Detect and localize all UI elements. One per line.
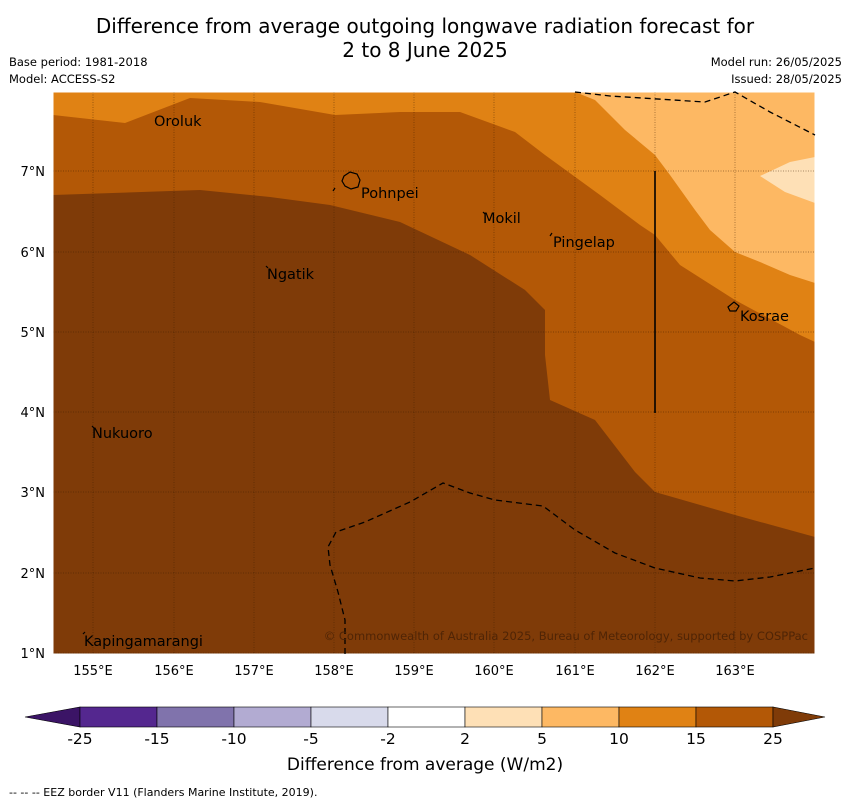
place-pingelap: Pingelap: [553, 235, 615, 251]
place-kosrae: Kosrae: [740, 309, 789, 325]
band-10-15: [53, 92, 815, 342]
title-line-2: 2 to 8 June 2025: [342, 38, 508, 62]
colorbar-swatch: [310, 706, 389, 728]
kosrae-island-outline: [727, 301, 740, 312]
nukuoro-islet: [91, 425, 95, 429]
colorbar-swatch: [156, 706, 235, 728]
model-run: Model run: 26/05/2025: [710, 55, 842, 69]
place-mokil: Mokil: [483, 211, 521, 227]
colorbar-tick-label: -2: [380, 730, 396, 748]
longitude-axis: 155°E 156°E 157°E 158°E 159°E 160°E 161°E 162°E…: [73, 664, 755, 679]
eez-borders: [327, 91, 816, 654]
kapingamarangi-islet: [82, 631, 86, 635]
place-nukuoro: Nukuoro: [92, 426, 153, 442]
eez-footnote: -- -- -- EEZ border V11 (Flanders Marine…: [9, 786, 318, 799]
colorbar-tick-label: -15: [144, 730, 170, 748]
lat-label: 6°N: [21, 246, 46, 261]
title-line-1: Difference from average outgoing longwav…: [95, 14, 755, 38]
eez-border-north: [574, 91, 816, 136]
meta-left: Base period: 1981-2018 Model: ACCESS-S2: [9, 54, 148, 88]
colorbar-swatch: [79, 706, 158, 728]
lat-label: 3°N: [21, 486, 46, 501]
place-ngatik: Ngatik: [267, 267, 315, 283]
model-name: Model: ACCESS-S2: [9, 72, 116, 86]
base-period: Base period: 1981-2018: [9, 55, 148, 69]
meta-right: Model run: 26/05/2025 Issued: 28/05/2025: [711, 54, 842, 88]
colorbar: [24, 706, 826, 728]
latitude-axis: 7°N 6°N 5°N 4°N 3°N 2°N 1°N: [21, 165, 46, 662]
map-title: Difference from average outgoing longwav…: [0, 14, 850, 62]
lon-label: 161°E: [555, 664, 595, 679]
colorbar-swatch: [464, 706, 543, 728]
colorbar-tick-label: 15: [686, 730, 706, 748]
lon-label: 160°E: [474, 664, 514, 679]
colorbar-tick-label: 2: [460, 730, 470, 748]
colorbar-swatch: [387, 706, 466, 728]
colorbar-tick-label: 25: [763, 730, 783, 748]
colorbar-title: Difference from average (W/m2): [286, 755, 564, 775]
band-2-5: [760, 157, 815, 203]
lat-label: 4°N: [21, 406, 46, 421]
lon-label: 162°E: [635, 664, 675, 679]
colorbar-swatch: [233, 706, 312, 728]
colorbar-extend-low: [24, 706, 81, 728]
small-islet: [332, 187, 336, 192]
place-kapingamarangi: Kapingamarangi: [84, 634, 203, 650]
place-oroluk: Oroluk: [154, 114, 202, 130]
issued-date: Issued: 28/05/2025: [731, 72, 842, 86]
pingelap-islet: [549, 232, 553, 237]
copyright-notice: © Commonwealth of Australia 2025, Bureau…: [324, 629, 808, 643]
eez-border-south: [327, 482, 816, 654]
lat-label: 2°N: [21, 567, 46, 582]
colorbar-swatch: [618, 706, 697, 728]
place-pohnpei: Pohnpei: [361, 186, 419, 202]
lon-label: 163°E: [715, 664, 755, 679]
lon-label: 155°E: [73, 664, 113, 679]
lat-label: 5°N: [21, 326, 46, 341]
colorbar-tick-label: -25: [67, 730, 93, 748]
colorbar-tick-label: 10: [609, 730, 629, 748]
lon-label: 159°E: [394, 664, 434, 679]
lat-label: 7°N: [21, 165, 46, 180]
lon-label: 158°E: [314, 664, 354, 679]
colorbar-tick-label: 5: [537, 730, 547, 748]
contour-layer: [53, 92, 815, 654]
colorbar-swatch: [695, 706, 774, 728]
lat-label: 1°N: [21, 647, 46, 662]
gridlines: [53, 92, 815, 654]
lon-label: 157°E: [234, 664, 274, 679]
colorbar-tick-label: -5: [303, 730, 319, 748]
mokil-islet: [482, 211, 486, 215]
lon-label: 156°E: [154, 664, 194, 679]
band-5-10: [575, 92, 815, 283]
colorbar-extend-high: [772, 706, 826, 728]
colorbar-swatch: [541, 706, 620, 728]
ngatik-islet: [265, 265, 269, 269]
colorbar-tick-label: -10: [221, 730, 247, 748]
islands: [82, 171, 740, 635]
pohnpei-island-outline: [341, 171, 361, 190]
